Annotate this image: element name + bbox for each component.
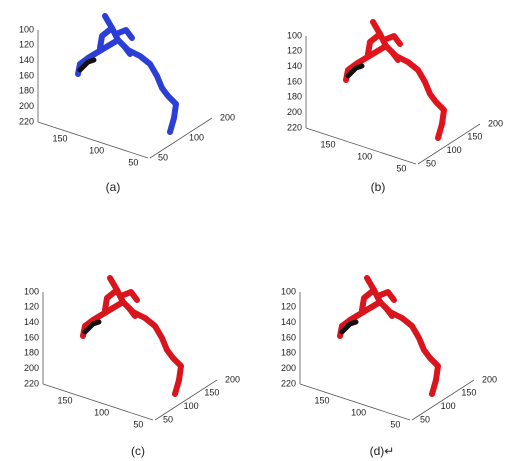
vessel-tip (82, 319, 102, 335)
z-tick-label: 180 (287, 92, 302, 102)
floor-right (154, 379, 218, 421)
left-tick-label: 150 (57, 396, 72, 406)
right-tick-label: 200 (488, 118, 503, 128)
right-tick-label: 200 (482, 374, 497, 384)
z-tick-label: 180 (19, 86, 34, 96)
right-tick-label: 50 (420, 414, 430, 424)
left-tick-label: 50 (128, 158, 138, 168)
z-tick-label: 200 (287, 107, 302, 117)
z-tick-label: 120 (281, 302, 296, 312)
vessel (120, 299, 184, 397)
z-tick-label: 100 (287, 30, 302, 40)
floor-right (149, 117, 213, 159)
z-tick-label: 200 (281, 363, 296, 373)
caption: (d)↵ (370, 444, 395, 458)
caption: (b) (371, 180, 386, 194)
vessel (97, 25, 115, 51)
left-tick-label: 50 (396, 164, 406, 174)
z-tick-label: 160 (287, 76, 302, 86)
vessel (102, 287, 120, 313)
z-tick-label: 180 (281, 348, 296, 358)
z-tick-label: 220 (19, 116, 34, 126)
z-tick-label: 140 (287, 61, 302, 71)
z-tick-label: 100 (24, 286, 39, 296)
panel: 100 120 140 160 180 200 220 150 100 50 50 100 150 200 (24, 275, 240, 430)
left-tick-label: 150 (52, 134, 67, 144)
z-tick-label: 180 (24, 348, 39, 358)
right-tick-label: 150 (467, 132, 482, 142)
z-tick-label: 160 (19, 70, 34, 80)
left-tick-label: 100 (89, 146, 104, 156)
floor-right (417, 123, 481, 165)
vessel (80, 299, 126, 339)
vessel (383, 43, 447, 141)
vessel (365, 31, 383, 57)
z-tick-label: 100 (19, 24, 34, 34)
left-tick-label: 50 (133, 420, 143, 430)
vessel (113, 27, 135, 41)
z-tick-label: 120 (287, 46, 302, 56)
vessel (375, 289, 397, 303)
z-tick-label: 200 (24, 363, 39, 373)
right-tick-label: 150 (461, 388, 476, 398)
z-tick-label: 220 (24, 378, 39, 388)
vessel (121, 43, 133, 57)
vessel (377, 299, 441, 397)
vessel (343, 43, 389, 83)
right-tick-label: 100 (184, 401, 199, 411)
floor-left (37, 121, 149, 159)
panel: 100 120 140 160 180 200 220 150 100 50 50 100 150 200 (281, 275, 497, 430)
vessel (389, 49, 401, 63)
z-tick-label: 120 (19, 40, 34, 50)
left-tick-label: 150 (320, 140, 335, 150)
z-tick-label: 220 (287, 122, 302, 132)
z-tick-label: 160 (281, 332, 296, 342)
vessel (381, 33, 403, 47)
panel: 100 120 140 160 180 200 220 150 100 50 50 100 200 (19, 13, 235, 168)
caption: (a) (106, 180, 121, 194)
floor-left (305, 127, 417, 165)
right-tick-label: 150 (204, 388, 219, 398)
vessel (126, 305, 138, 319)
z-tick-label: 100 (281, 286, 296, 296)
panel: 100 120 140 160 180 200 220 150 100 50 50 100 150 200 (287, 19, 503, 174)
right-tick-label: 50 (163, 414, 173, 424)
floor-right (411, 379, 475, 421)
vessel (118, 289, 140, 303)
z-tick-label: 140 (19, 55, 34, 65)
vessel-tip (339, 319, 359, 335)
left-tick-label: 150 (314, 396, 329, 406)
left-tick-label: 50 (390, 420, 400, 430)
left-tick-label: 100 (357, 152, 372, 162)
z-tick-label: 120 (24, 302, 39, 312)
vessel (115, 37, 179, 135)
right-tick-label: 200 (225, 374, 240, 384)
right-tick-label: 100 (441, 401, 456, 411)
left-tick-label: 100 (94, 408, 109, 418)
vessel-tip (345, 63, 365, 79)
right-tick-label: 50 (426, 158, 436, 168)
vessel (75, 37, 121, 77)
z-tick-label: 140 (24, 317, 39, 327)
left-tick-label: 100 (351, 408, 366, 418)
right-tick-label: 200 (220, 112, 235, 122)
z-tick-label: 220 (281, 378, 296, 388)
floor-left (42, 383, 154, 421)
vessel (359, 287, 377, 313)
vessel (337, 299, 383, 339)
right-tick-label: 100 (447, 145, 462, 155)
z-tick-label: 160 (24, 332, 39, 342)
caption: (c) (131, 444, 145, 458)
z-tick-label: 200 (19, 101, 34, 111)
floor-left (299, 383, 411, 421)
vessel-tip (77, 57, 97, 73)
right-tick-label: 100 (189, 132, 204, 142)
vessel (383, 305, 395, 319)
right-tick-label: 50 (158, 152, 168, 162)
z-tick-label: 140 (281, 317, 296, 327)
